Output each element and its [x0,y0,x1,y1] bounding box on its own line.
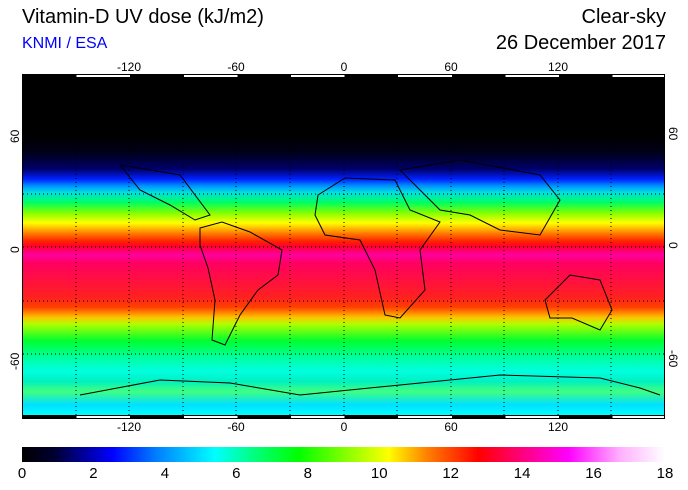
coastlines [79,159,661,396]
bottom-scale-bar [22,415,665,419]
map-date: 26 December 2017 [495,32,666,54]
north-america-outline [118,164,211,221]
lon-label-top: -60 [227,60,245,74]
lon-label-top: 60 [444,60,458,74]
source-label: KNMI / ESA [22,35,108,52]
lon-label-bottom: 0 [340,420,348,434]
asia-outline [398,159,561,236]
lat-label-right: -60 [666,350,680,368]
lat-label-right: 0 [666,242,680,249]
colorbar-tick-label: 16 [585,465,602,482]
africa-outline [314,177,441,319]
lat-label-right: 60 [666,127,680,141]
colorbar-tick-label: 2 [89,465,98,482]
antarctica-outline [79,374,661,396]
lat-label-left: -60 [8,352,22,370]
graticule [23,78,664,415]
lon-label-bottom: -60 [227,420,245,434]
colorbar-tick-label: 10 [370,465,388,482]
colorbar [22,447,665,462]
colorbar-tick-label: 8 [303,465,312,482]
map-title: Vitamin-D UV dose (kJ/m2) [22,6,264,28]
colorbar-tick-label: 6 [232,465,241,482]
colorbar-tick-label: 12 [442,465,459,482]
colorbar-tick-label: 14 [513,465,531,482]
sky-condition: Clear-sky [581,6,666,28]
lon-label-top: 120 [547,60,569,74]
colorbar-tick-label: 18 [656,465,674,482]
lon-label-bottom: 60 [444,420,458,434]
south-america-outline [199,221,283,346]
lon-label-bottom: 120 [547,420,569,434]
lat-label-left: 0 [8,246,22,253]
colorbar-tick-label: 0 [17,465,27,482]
lat-label-left: 60 [8,129,22,143]
australia-outline [544,274,613,331]
lon-label-bottom: -120 [116,420,142,434]
lon-label-top: -120 [116,60,142,74]
colorbar-tick-label: 4 [160,465,170,482]
lon-label-top: 0 [340,60,348,74]
